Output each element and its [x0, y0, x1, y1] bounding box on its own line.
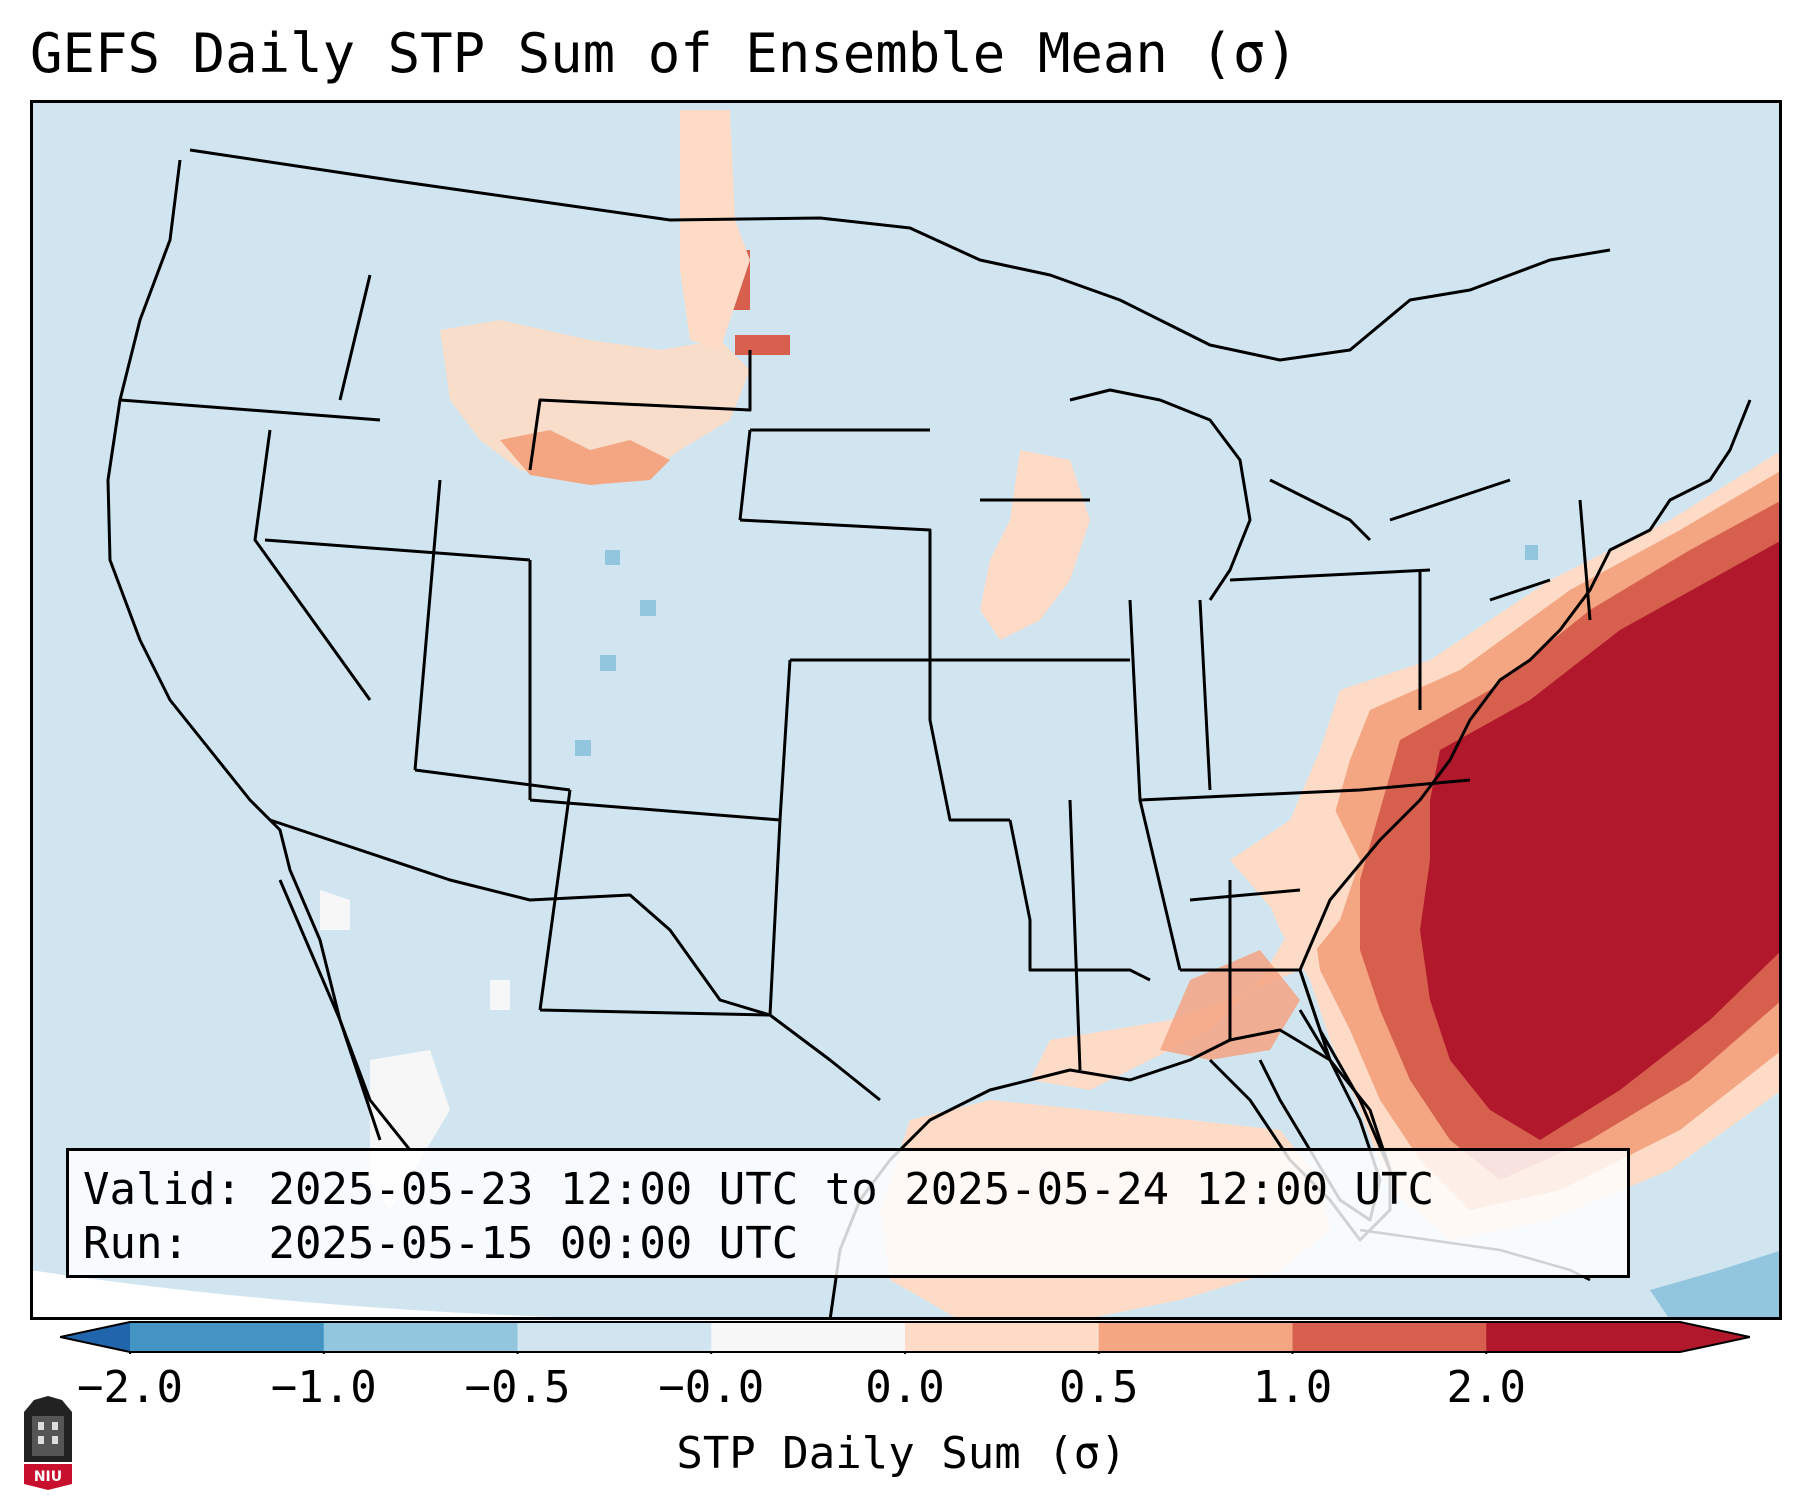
logo-text: NIU — [34, 1469, 62, 1485]
great-lakes — [1069, 388, 1511, 601]
projection-edge — [30, 1270, 930, 1320]
colorbar-bin — [1486, 1322, 1681, 1352]
valid-label: Valid: — [83, 1164, 242, 1215]
validity-info-box: Valid: 2025-05-23 12:00 UTC to 2025-05-2… — [66, 1148, 1630, 1278]
colorbar-bin — [323, 1322, 518, 1352]
map-title: GEFS Daily STP Sum of Ensemble Mean (σ) — [30, 22, 1298, 85]
colorbar-label: STP Daily Sum (σ) — [676, 1428, 1127, 1479]
niu-logo-icon: NIU — [24, 1396, 72, 1490]
run-value: 2025-05-15 00:00 UTC — [268, 1218, 799, 1269]
colorbar-extend-low — [60, 1322, 130, 1352]
west-coast — [106, 159, 412, 1151]
state-lines — [119, 274, 1592, 1071]
anomaly-northern-tower — [680, 110, 750, 350]
anomaly-caribbean-negative — [1650, 1250, 1782, 1320]
map-frame — [30, 100, 1782, 1320]
colorbar-tick-label: 0.5 — [1059, 1362, 1139, 1413]
anomaly-dakota-strong — [730, 250, 790, 355]
run-label: Run: — [83, 1218, 189, 1269]
colorbar-tick-label: 2.0 — [1446, 1362, 1526, 1413]
anomaly-extreme-plume — [1420, 540, 1782, 1140]
colorbar-tick-label: −1.0 — [270, 1362, 377, 1413]
colorbar-tick-label: 0.0 — [865, 1362, 945, 1413]
stp-anomaly-map — [30, 100, 1782, 1320]
valid-value: 2025-05-23 12:00 UTC to 2025-05-24 12:00… — [268, 1164, 1435, 1215]
anomaly-montana-medium — [500, 430, 670, 485]
colorbar-bin — [905, 1322, 1100, 1352]
colorbar-bin — [1292, 1322, 1487, 1352]
colorbar-tick-label: −2.0 — [77, 1362, 183, 1413]
colorbar — [60, 1321, 1750, 1354]
colorbar-bin — [130, 1322, 325, 1352]
us-mexico-border — [269, 818, 881, 1102]
anomaly-iowa-light — [980, 450, 1090, 640]
colorbar-bin — [1098, 1322, 1293, 1352]
baja-coast — [278, 879, 382, 1141]
us-canada-border — [189, 148, 1611, 362]
colorbar-tick-label: −0.5 — [464, 1362, 571, 1413]
colorbar-extend-high — [1680, 1322, 1750, 1352]
colorbar-tick-label: −0.0 — [658, 1362, 765, 1413]
colorbar-tick-label: 1.0 — [1252, 1362, 1333, 1413]
colorbar-bin — [711, 1322, 906, 1352]
anomaly-southeast-light — [1030, 800, 1360, 1090]
anomaly-mexico-neutral — [320, 890, 510, 1210]
colorbar-bin — [517, 1322, 712, 1352]
